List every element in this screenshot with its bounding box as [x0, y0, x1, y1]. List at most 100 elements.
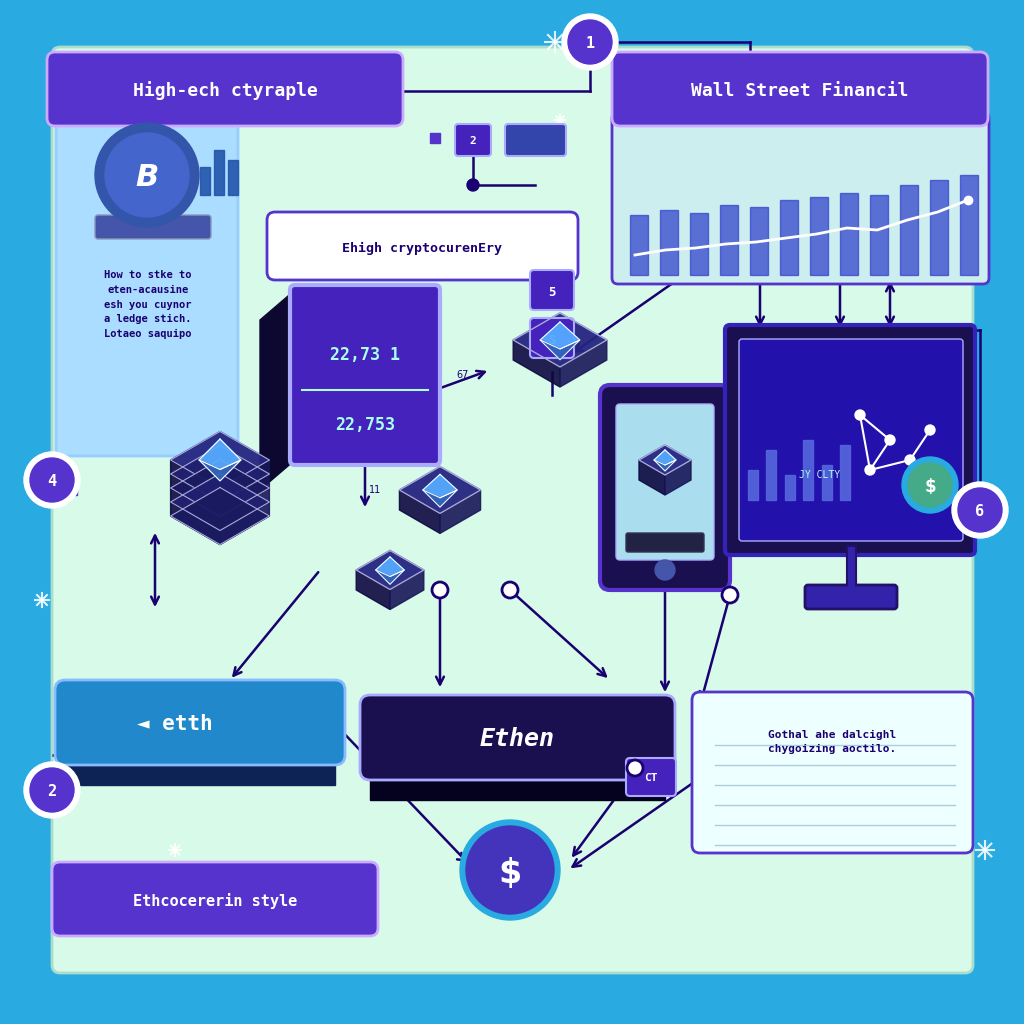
Bar [900, 185, 918, 275]
Text: S: S [548, 334, 556, 346]
Text: 2: 2 [47, 784, 56, 800]
Bar [840, 193, 858, 275]
Bar [821, 465, 831, 500]
Polygon shape [639, 445, 691, 475]
Polygon shape [654, 450, 676, 465]
Text: 6: 6 [976, 505, 984, 519]
Bar [784, 475, 795, 500]
FancyBboxPatch shape [55, 680, 345, 765]
Text: 67: 67 [457, 370, 469, 380]
Bar [748, 470, 758, 500]
Circle shape [885, 435, 895, 445]
FancyBboxPatch shape [56, 54, 238, 456]
FancyBboxPatch shape [626, 758, 676, 796]
Circle shape [902, 457, 958, 513]
Polygon shape [220, 502, 269, 545]
Polygon shape [665, 460, 691, 495]
Circle shape [655, 560, 675, 580]
Bar [766, 450, 776, 500]
Circle shape [958, 488, 1002, 532]
Circle shape [105, 133, 189, 217]
Text: 22,73 1: 22,73 1 [330, 346, 400, 364]
Polygon shape [171, 487, 269, 545]
Circle shape [24, 452, 80, 508]
Text: $: $ [499, 856, 521, 890]
Circle shape [467, 179, 479, 191]
Circle shape [30, 458, 74, 502]
Text: B: B [135, 164, 159, 193]
Text: $: $ [925, 478, 936, 496]
Text: Ethen: Ethen [479, 727, 555, 751]
FancyBboxPatch shape [725, 325, 975, 555]
Text: JY CLTY: JY CLTY [800, 470, 841, 480]
Polygon shape [171, 445, 269, 503]
Bar [930, 180, 948, 275]
Circle shape [908, 463, 952, 507]
Bar [720, 205, 738, 275]
Bar [690, 213, 708, 275]
Polygon shape [220, 488, 269, 530]
Circle shape [568, 20, 612, 63]
Circle shape [24, 762, 80, 818]
Polygon shape [171, 488, 220, 530]
Bar [228, 160, 238, 195]
Text: 2: 2 [470, 136, 476, 146]
Polygon shape [199, 439, 241, 469]
Circle shape [432, 582, 449, 598]
Polygon shape [399, 490, 440, 534]
Polygon shape [260, 290, 295, 490]
FancyBboxPatch shape [530, 318, 574, 358]
Polygon shape [654, 460, 676, 471]
Bar [630, 215, 648, 275]
FancyBboxPatch shape [600, 385, 730, 590]
Circle shape [905, 455, 915, 465]
FancyBboxPatch shape [52, 47, 973, 973]
Circle shape [722, 587, 738, 603]
Circle shape [562, 14, 618, 70]
FancyBboxPatch shape [47, 52, 403, 126]
Text: Gothal ahe dalcighl
chygoizing aoctilo.: Gothal ahe dalcighl chygoizing aoctilo. [768, 730, 896, 754]
Polygon shape [513, 313, 607, 367]
Bar [214, 150, 224, 195]
Polygon shape [370, 770, 665, 800]
FancyBboxPatch shape [530, 270, 574, 310]
FancyBboxPatch shape [692, 692, 973, 853]
Bar [750, 207, 768, 275]
Text: 11: 11 [369, 485, 381, 495]
FancyBboxPatch shape [505, 124, 566, 156]
FancyBboxPatch shape [95, 215, 211, 239]
Polygon shape [171, 474, 220, 516]
Polygon shape [639, 460, 665, 495]
Bar [660, 210, 678, 275]
Circle shape [95, 123, 199, 227]
Polygon shape [560, 340, 607, 387]
Polygon shape [541, 340, 580, 359]
Polygon shape [423, 474, 457, 498]
Text: 5: 5 [548, 286, 556, 299]
Bar [810, 197, 828, 275]
Polygon shape [171, 473, 269, 530]
Polygon shape [423, 490, 457, 507]
FancyBboxPatch shape [612, 112, 989, 284]
FancyBboxPatch shape [805, 585, 897, 609]
Polygon shape [513, 340, 560, 387]
Polygon shape [399, 467, 480, 513]
Text: ◄ etth: ◄ etth [137, 714, 213, 734]
Text: Ehigh cryptocurenEry: Ehigh cryptocurenEry [342, 242, 502, 255]
Text: Wall Street Financil: Wall Street Financil [691, 82, 908, 100]
Text: High-ech ctyraple: High-ech ctyraple [132, 82, 317, 100]
Polygon shape [356, 551, 424, 590]
Polygon shape [390, 570, 424, 609]
Polygon shape [171, 460, 220, 503]
Circle shape [952, 482, 1008, 538]
FancyBboxPatch shape [455, 124, 490, 156]
FancyBboxPatch shape [626, 534, 705, 552]
Polygon shape [171, 431, 269, 488]
Circle shape [30, 768, 74, 812]
FancyBboxPatch shape [52, 862, 378, 936]
Bar [780, 200, 798, 275]
Polygon shape [220, 460, 269, 503]
Circle shape [460, 820, 560, 920]
Circle shape [925, 425, 935, 435]
Polygon shape [541, 322, 580, 349]
